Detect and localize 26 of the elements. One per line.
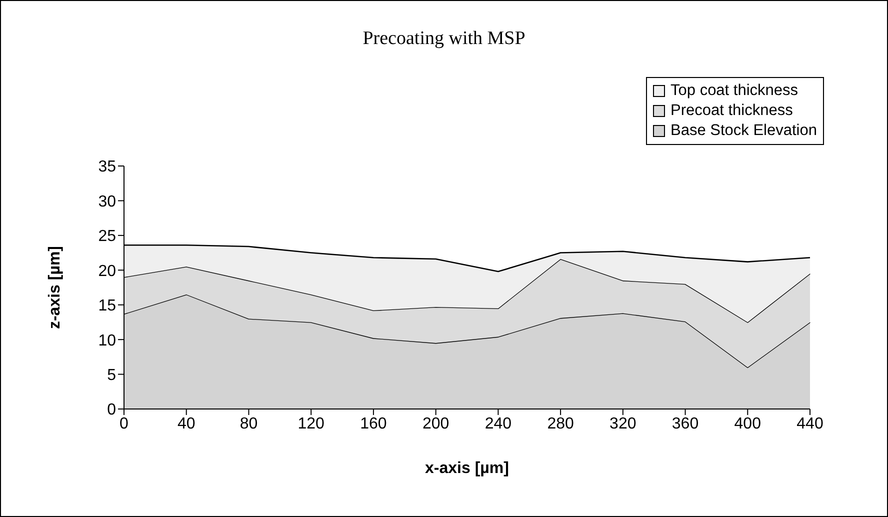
y-tick-label: 15: [98, 298, 116, 315]
y-tick-label: 25: [98, 228, 116, 246]
y-tick-label: 10: [98, 332, 116, 350]
x-tick-label: 320: [610, 415, 636, 432]
x-tick-label: 400: [734, 415, 762, 432]
y-tick-label: 35: [98, 158, 116, 176]
x-axis-title: x-axis [µm]: [425, 460, 509, 477]
y-tick-label: 20: [98, 262, 116, 280]
x-tick-label: 360: [672, 415, 699, 432]
x-tick-label: 160: [360, 415, 387, 432]
legend-label: Top coat thickness: [670, 81, 798, 101]
x-tick-label: 0: [120, 415, 129, 432]
x-tick-label: 440: [796, 415, 824, 432]
x-tick-label: 120: [298, 415, 325, 432]
chart-title: Precoating with MSP: [362, 28, 526, 50]
y-tick-label: 30: [98, 193, 116, 210]
y-tick-label: 0: [107, 402, 116, 419]
x-tick-label: 280: [547, 415, 574, 432]
y-axis-title: z-axis [µm]: [46, 246, 64, 330]
y-tick-label: 5: [107, 366, 116, 384]
legend-label: Base Stock Elevation: [670, 121, 817, 141]
legend-label: Precoat thickness: [670, 101, 793, 121]
x-tick-label: 80: [240, 415, 258, 432]
x-tick-label: 200: [422, 415, 450, 432]
x-tick-label: 40: [177, 415, 196, 432]
x-tick-label: 240: [484, 415, 512, 432]
